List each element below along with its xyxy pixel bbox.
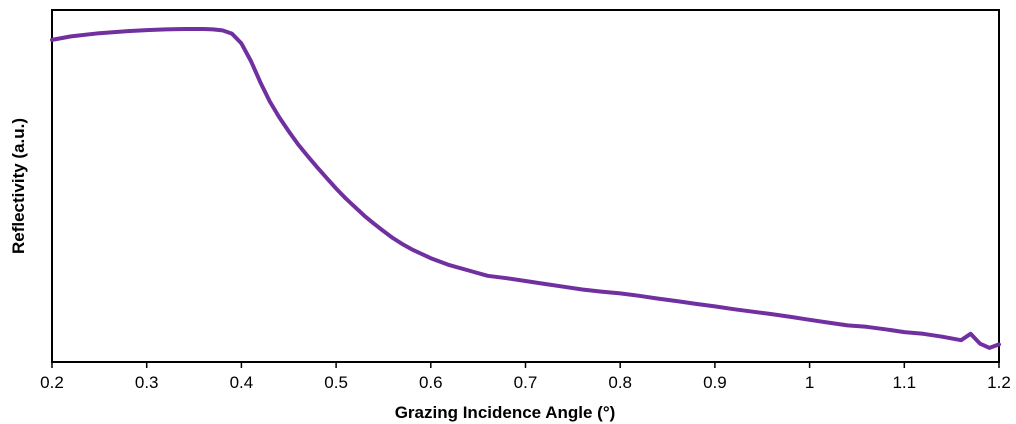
y-axis-title: Reflectivity (a.u.) xyxy=(9,118,28,254)
x-tick-label: 0.8 xyxy=(608,373,632,392)
x-tick-label: 0.6 xyxy=(419,373,443,392)
x-axis-title: Grazing Incidence Angle (°) xyxy=(395,403,616,422)
x-tick-label: 0.9 xyxy=(703,373,727,392)
plot-frame xyxy=(51,9,1000,363)
x-tick-label: 1.2 xyxy=(987,373,1011,392)
x-tick-label: 0.3 xyxy=(135,373,159,392)
x-tick-label: 1 xyxy=(805,373,814,392)
x-tick-label: 0.2 xyxy=(40,373,64,392)
reflectivity-series-line xyxy=(50,27,1001,350)
x-tick-label: 0.5 xyxy=(324,373,348,392)
x-tick-label: 0.7 xyxy=(514,373,538,392)
x-axis-ticks xyxy=(51,362,1000,368)
x-axis-tick-labels: 0.2 0.3 0.4 0.5 0.6 0.7 0.8 0.9 1 1.1 1.2 xyxy=(40,373,1011,392)
x-tick-label: 1.1 xyxy=(892,373,916,392)
x-tick-label: 0.4 xyxy=(230,373,254,392)
